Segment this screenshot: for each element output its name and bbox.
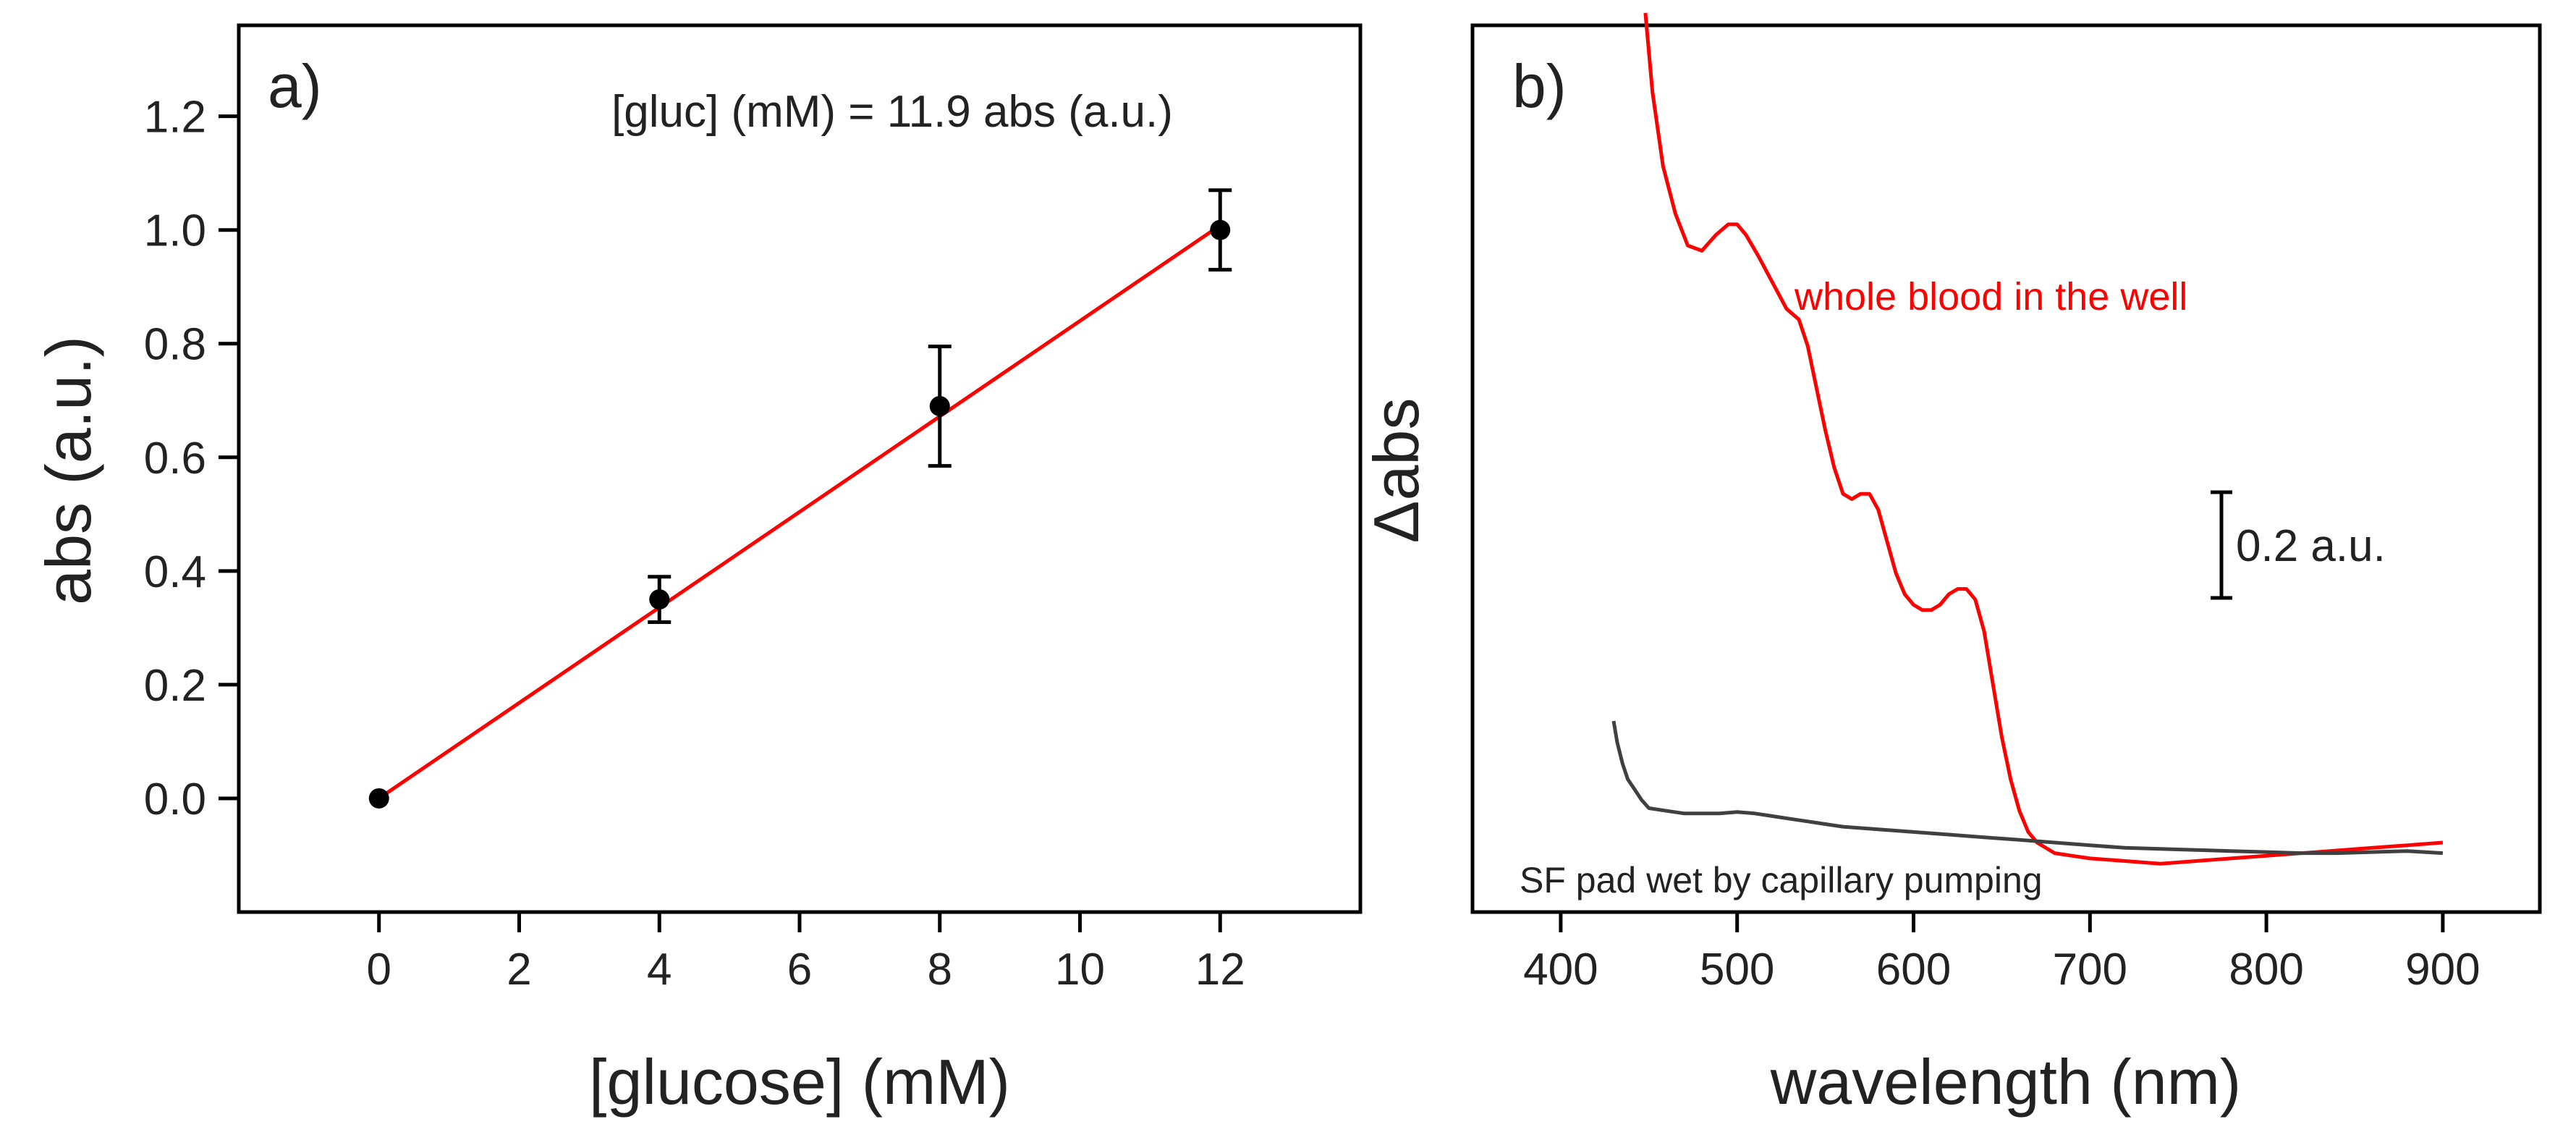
- x-tick-label: 4: [647, 945, 671, 995]
- x-tick-label: 6: [787, 945, 812, 995]
- x-tick-label: 600: [1876, 945, 1951, 995]
- x-tick-label: 0: [367, 945, 391, 995]
- panel-a-x-ticks: 0 2 4 6 8 10 12: [367, 912, 1245, 995]
- panel-b-label: b): [1512, 52, 1567, 120]
- panel-a-equation: [gluc] (mM) = 11.9 abs (a.u.): [611, 87, 1173, 137]
- panel-b-y-axis-label: Δabs: [1360, 398, 1432, 544]
- panel-b: 400 500 600 700 800 900 b) 0.2 a.u. whole blo…: [1360, 12, 2542, 1118]
- x-tick-label: 400: [1523, 945, 1598, 995]
- panel-b-x-ticks: 400 500 600 700 800 900: [1523, 912, 2480, 995]
- panel-a-label: a): [268, 52, 322, 120]
- scale-bar: 0.2 a.u.: [2211, 490, 2386, 600]
- panel-a-y-ticks: 0.0 0.2 0.4 0.6 0.8 1.0 1.2: [144, 93, 239, 824]
- x-tick-label: 10: [1055, 945, 1105, 995]
- sf-pad-spectrum-line: [1611, 720, 2444, 856]
- panel-a-points: [368, 219, 1231, 809]
- panel-a-fit-line: [378, 224, 1221, 801]
- data-point: [1210, 219, 1231, 240]
- panel-b-frame: [1470, 23, 2542, 914]
- data-point: [649, 589, 670, 610]
- x-tick-label: 800: [2229, 945, 2303, 995]
- y-tick-label: 0.0: [144, 775, 206, 824]
- x-tick-label: 8: [928, 945, 952, 995]
- fit-line: [378, 224, 1221, 801]
- panel-b-x-axis-label: wavelength (nm): [1770, 1046, 2242, 1118]
- y-tick-label: 0.4: [144, 547, 206, 597]
- whole-blood-spectrum-line: [1643, 12, 2444, 866]
- data-point: [929, 396, 950, 417]
- panel-a-x-axis-label: [glucose] (mM): [589, 1046, 1010, 1118]
- y-tick-label: 1.0: [144, 206, 206, 256]
- x-tick-label: 900: [2405, 945, 2480, 995]
- panel-b-series: [1611, 12, 2444, 866]
- y-tick-label: 0.2: [144, 661, 206, 711]
- x-tick-label: 500: [1700, 945, 1774, 995]
- panel-a: 0 2 4 6 8 10 12 0.0 0.2 0.4 0.6 0.8 1.0 1.2 a) [gluc…: [33, 23, 1363, 1118]
- panel-a-y-axis-label: abs (a.u.): [33, 336, 104, 605]
- x-tick-label: 700: [2053, 945, 2127, 995]
- x-tick-label: 12: [1195, 945, 1245, 995]
- data-point: [368, 788, 389, 809]
- y-tick-label: 1.2: [144, 93, 206, 143]
- scale-bar-label: 0.2 a.u.: [2236, 521, 2386, 571]
- y-tick-label: 0.6: [144, 434, 206, 484]
- x-tick-label: 2: [507, 945, 531, 995]
- series-label-whole-blood: whole blood in the well: [1794, 275, 2187, 318]
- y-tick-label: 0.8: [144, 320, 206, 370]
- series-label-sf-pad: SF pad wet by capillary pumping: [1520, 860, 2043, 900]
